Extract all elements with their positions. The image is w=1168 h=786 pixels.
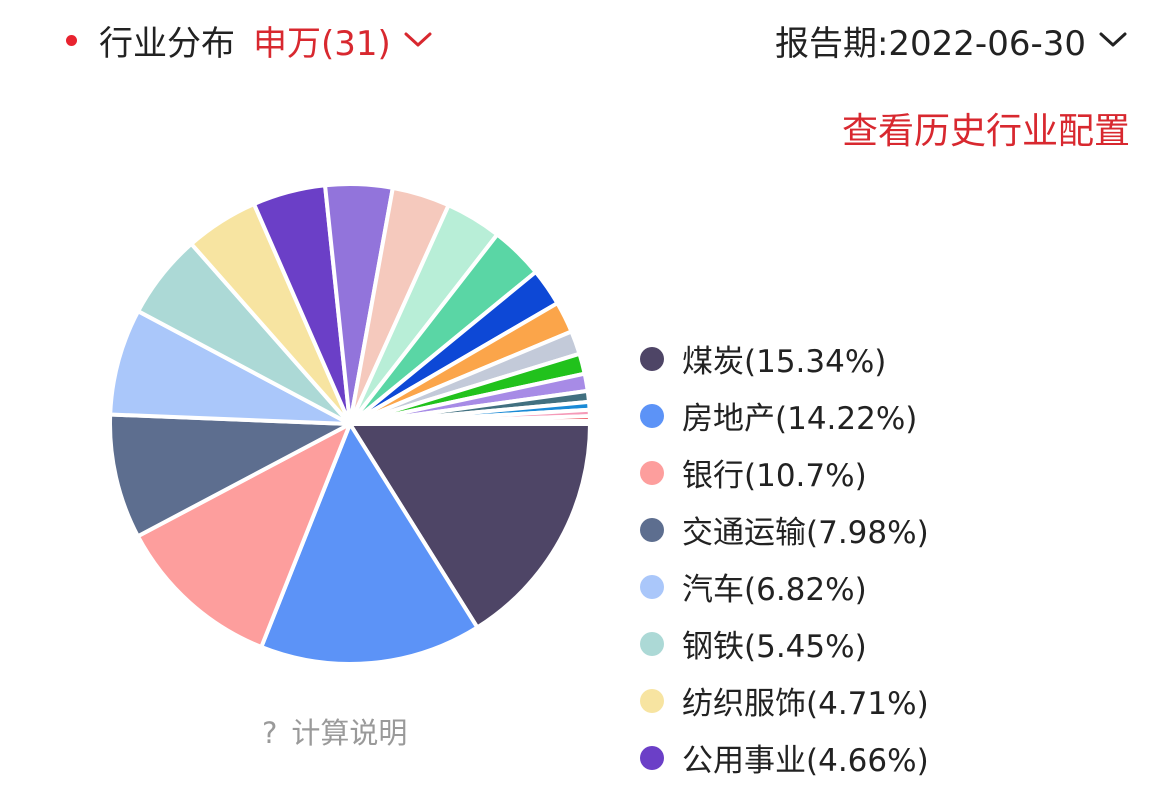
- legend-label: 钢铁(5.45%): [682, 629, 867, 665]
- section-title: 行业分布: [99, 23, 235, 64]
- legend-item: 汽车(6.82%): [640, 558, 929, 615]
- industry-standard-dropdown[interactable]: 申万(31): [253, 16, 433, 65]
- legend-item: 钢铁(5.45%): [640, 615, 929, 672]
- pie-slice-2[interactable]: [135, 422, 352, 650]
- calc-explanation-label: 计算说明: [291, 716, 408, 750]
- legend-label: 汽车(6.82%): [682, 572, 867, 608]
- legend-swatch: [640, 688, 664, 713]
- report-period-dropdown[interactable]: 报告期:2022-06-30: [775, 12, 1128, 68]
- chevron-down-icon: [404, 32, 432, 47]
- history-industry-link[interactable]: 查看历史行业配置: [841, 111, 1130, 152]
- legend-swatch: [640, 574, 664, 599]
- legend-swatch: [640, 745, 664, 770]
- legend-swatch: [640, 460, 664, 485]
- pie-slice-3[interactable]: [108, 412, 352, 539]
- legend-item: 房地产(14.22%): [640, 387, 929, 444]
- section-header: 行业分布 申万(31): [66, 12, 433, 68]
- legend-swatch: [640, 631, 664, 656]
- legend-item: 煤炭(15.34%): [640, 330, 929, 387]
- pie-slice-21[interactable]: [348, 418, 593, 426]
- calc-explanation-link[interactable]: ? 计算说明: [262, 710, 407, 752]
- pie-slice-1[interactable]: [259, 422, 480, 666]
- legend-item: 公用事业(4.66%): [640, 729, 929, 786]
- legend-label: 房地产(14.22%): [682, 401, 918, 437]
- pie-slice-4[interactable]: [108, 309, 352, 426]
- legend-swatch: [640, 517, 664, 542]
- industry-pie-chart: [108, 182, 593, 666]
- legend-item: 纺织服饰(4.71%): [640, 672, 929, 729]
- legend-label: 公用事业(4.66%): [682, 743, 929, 779]
- legend-label: 纺织服饰(4.71%): [682, 686, 929, 722]
- chevron-down-icon: [1099, 32, 1127, 47]
- pie-legend: 煤炭(15.34%) 房地产(14.22%) 银行(10.7%) 交通运输(7.98%…: [640, 330, 929, 786]
- industry-standard-label: 申万(31): [253, 23, 391, 64]
- legend-item: 银行(10.7%): [640, 444, 929, 501]
- report-period-label: 报告期:2022-06-30: [774, 23, 1086, 64]
- legend-label: 煤炭(15.34%): [682, 344, 887, 380]
- legend-item: 交通运输(7.98%): [640, 501, 929, 558]
- question-icon: ?: [262, 716, 278, 750]
- legend-swatch: [640, 346, 664, 371]
- legend-label: 银行(10.7%): [682, 458, 867, 494]
- legend-swatch: [640, 403, 664, 428]
- red-dot-icon: [66, 34, 77, 46]
- legend-label: 交通运输(7.98%): [682, 515, 929, 551]
- pie-slice-0[interactable]: [348, 422, 592, 630]
